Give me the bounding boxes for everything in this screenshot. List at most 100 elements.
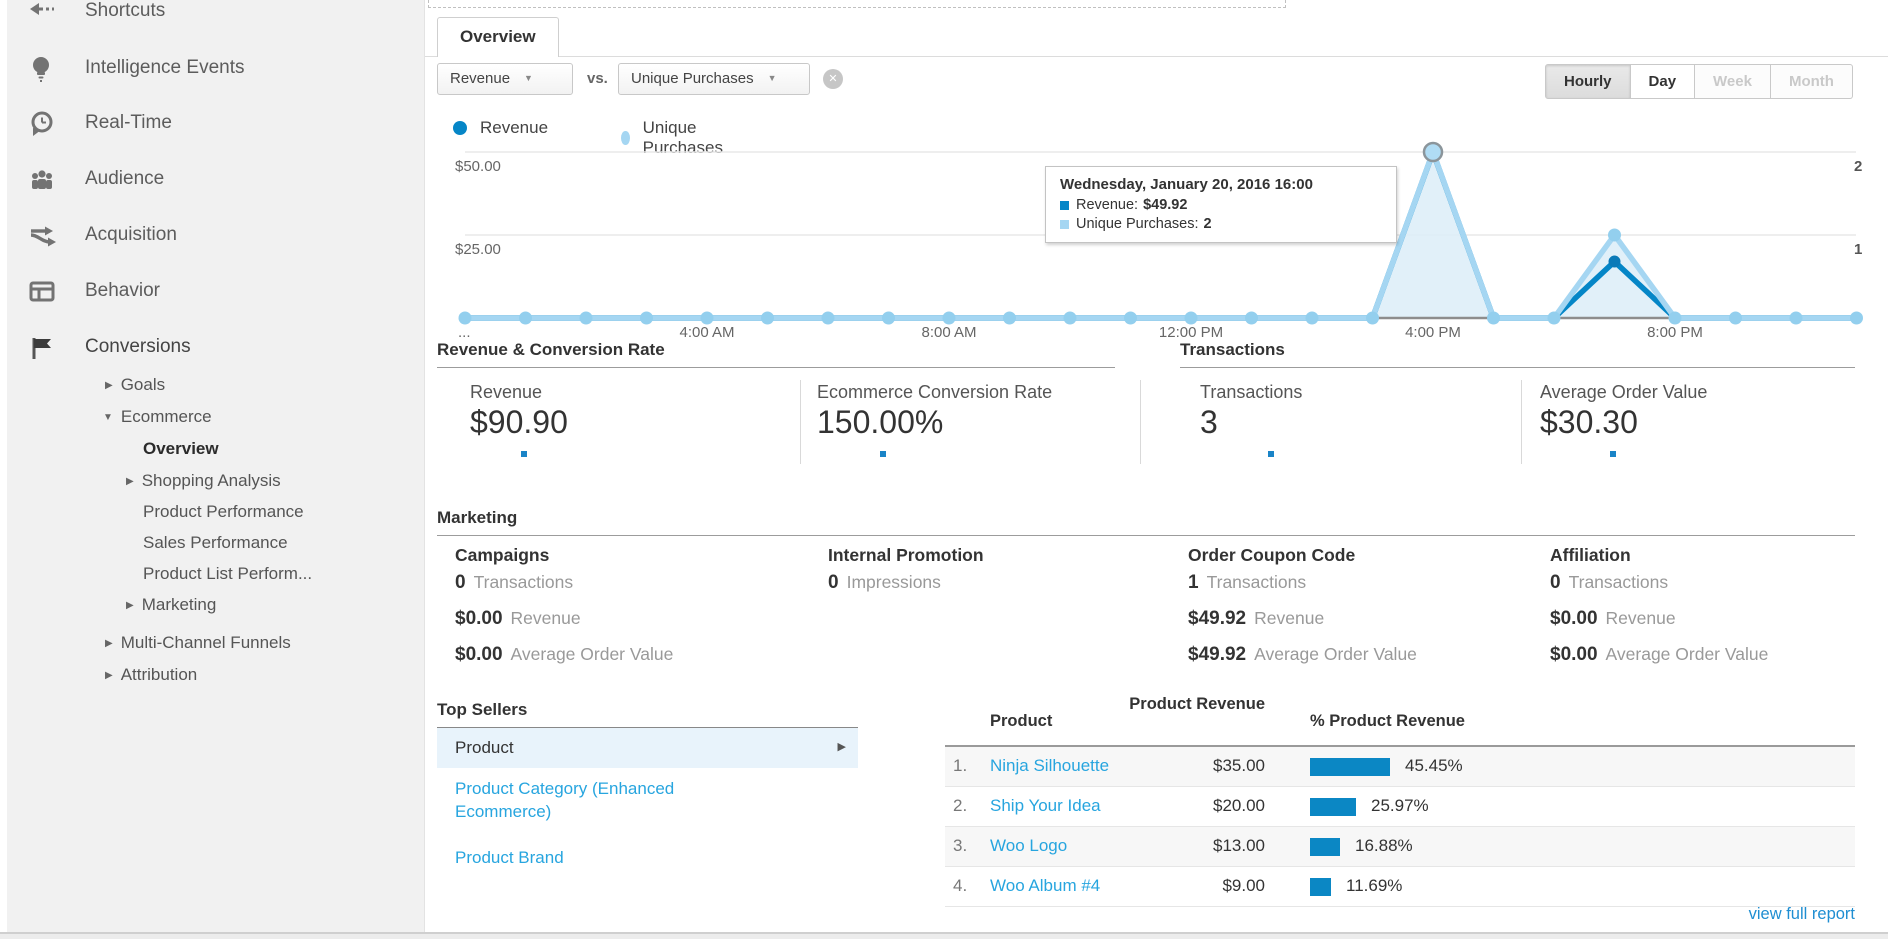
marketing-col-title: Order Coupon Code (1188, 545, 1356, 565)
sidebar-item-marketing[interactable]: ▶ Marketing (126, 595, 216, 615)
stat-number: $49.92 (1188, 608, 1247, 629)
stat-label: Transactions (1568, 572, 1669, 592)
conversions-flag-icon (28, 334, 56, 362)
sidebar-item-label: Behavior (85, 280, 160, 301)
timeframe-hourly-button[interactable]: Hourly (1545, 64, 1631, 99)
view-full-report-link[interactable]: view full report (1748, 905, 1855, 923)
row-rank: 1. (953, 756, 968, 775)
stat-label: Average Order Value (1254, 644, 1417, 664)
chevron-right-icon: ▶ (837, 741, 846, 753)
sidebar-item-overview[interactable]: Overview (143, 439, 219, 459)
sidebar-item-goals[interactable]: ▶ Goals (105, 375, 165, 395)
sidebar-item-label: Marketing (141, 595, 217, 614)
marketing-stat: $0.00 Revenue (455, 608, 581, 630)
product-link[interactable]: Woo Album #4 (990, 876, 1101, 895)
pct-revenue-bar (1310, 878, 1331, 896)
top-sellers-item-product[interactable]: Product ▶ (437, 728, 858, 768)
revenue-swatch-icon (1060, 200, 1069, 210)
product-link[interactable]: Ship Your Idea (990, 796, 1101, 815)
marketing-col-title: Affiliation (1550, 545, 1631, 565)
tab-bottom-rule (425, 56, 1888, 57)
y-axis-tick-left: $25.00 (455, 241, 501, 258)
section-heading-top-sellers: Top Sellers (437, 700, 858, 728)
sidebar-item-product-performance[interactable]: Product Performance (143, 502, 304, 522)
stat-label: Average Order Value (1605, 644, 1769, 664)
chevron-down-icon: ▼ (103, 412, 113, 423)
stat-number: $49.92 (1188, 644, 1247, 665)
product-link[interactable]: Ninja Silhouette (990, 756, 1110, 775)
sidebar-item-real-time[interactable]: Real-Time (0, 108, 425, 142)
sidebar-item-ecommerce[interactable]: ▼ Ecommerce (103, 407, 212, 427)
report-content: Overview Revenue ▼ vs. Unique Purchases ▼ … (425, 0, 1888, 932)
stat-number: 0 (455, 572, 466, 593)
timeframe-month-button[interactable]: Month (1770, 64, 1853, 99)
tooltip-label: Revenue: (1076, 197, 1139, 213)
top-sellers-item-product-brand[interactable]: Product Brand (455, 848, 564, 867)
primary-metric-select[interactable]: Revenue ▼ (437, 63, 573, 95)
remove-comparison-button[interactable]: ✕ (823, 69, 843, 89)
marketing-col-title: Campaigns (455, 545, 550, 565)
stat-label: Transactions (473, 572, 574, 592)
sidebar-item-label: Overview (143, 439, 219, 458)
marketing-stat: $49.92 Revenue (1188, 608, 1324, 630)
table-header-pct-product-revenue[interactable]: % Product Revenue (1310, 712, 1465, 730)
marketing-col-title: Internal Promotion (828, 545, 984, 565)
sidebar-item-behavior[interactable]: Behavior (0, 276, 425, 310)
sidebar-item-acquisition[interactable]: Acquisition (0, 220, 425, 254)
sidebar-item-product-list-performance[interactable]: Product List Perform... (143, 564, 312, 584)
sidebar-item-multi-channel-funnels[interactable]: ▶ Multi-Channel Funnels (105, 633, 291, 653)
pct-revenue-value: 11.69% (1346, 876, 1403, 895)
timeframe-day-button[interactable]: Day (1630, 64, 1696, 99)
sidebar-left-edge (0, 0, 7, 932)
legend-item-revenue: Revenue (453, 118, 548, 138)
product-link[interactable]: Woo Logo (990, 836, 1068, 855)
shortcuts-icon (28, 0, 56, 26)
table-row: 4. Woo Album #4 $9.00 11.69% (945, 867, 1855, 907)
x-axis-tick-label: 8:00 PM (1647, 324, 1703, 341)
sidebar-item-conversions[interactable]: Conversions (0, 332, 425, 366)
sidebar-item-label: Product List Perform... (143, 564, 313, 583)
sidebar-item-attribution[interactable]: ▶ Attribution (105, 665, 197, 685)
sidebar-item-shortcuts[interactable]: Shortcuts (0, 0, 425, 30)
stat-number: 0 (1550, 572, 1561, 593)
sidebar-item-intelligence-events[interactable]: Intelligence Events (0, 53, 425, 87)
sidebar-item-label: Acquisition (85, 224, 177, 245)
x-axis-tick-label: 12:00 PM (1158, 324, 1224, 341)
marketing-stat: $49.92 Average Order Value (1188, 644, 1417, 666)
chevron-right-icon: ▶ (105, 670, 113, 681)
table-header-product[interactable]: Product (990, 712, 1053, 730)
pct-revenue-value: 25.97% (1371, 796, 1429, 815)
tooltip-value: $49.92 (1143, 197, 1188, 213)
unique-purchases-series-dot-icon (621, 131, 630, 145)
stat-label: Average Order Value (510, 644, 674, 664)
tooltip-value: 2 (1203, 216, 1212, 232)
top-sellers-item-label: Product (455, 738, 514, 757)
table-header-product-revenue[interactable]: Product Revenue (1129, 695, 1265, 713)
pct-revenue-bar (1310, 758, 1390, 776)
product-revenue-value: $35.00 (1213, 756, 1265, 775)
secondary-metric-select[interactable]: Unique Purchases ▼ (618, 63, 810, 95)
product-revenue-value: $13.00 (1213, 836, 1265, 855)
sidebar-item-sales-performance[interactable]: Sales Performance (143, 533, 288, 553)
timeframe-week-button[interactable]: Week (1695, 64, 1771, 99)
tooltip-label: Unique Purchases: (1076, 216, 1199, 232)
marketing-stat: 0 Transactions (455, 572, 573, 594)
sidebar-item-shopping-analysis[interactable]: ▶ Shopping Analysis (126, 471, 281, 491)
top-sellers-item-product-category[interactable]: Product Category (Enhanced Ecommerce) (455, 779, 675, 821)
stat-number: 0 (828, 572, 839, 593)
chevron-right-icon: ▶ (126, 600, 134, 611)
chevron-right-icon: ▶ (105, 638, 113, 649)
sidebar-item-audience[interactable]: Audience (0, 164, 425, 198)
sidebar-item-label: Intelligence Events (85, 57, 245, 78)
sparkline-dot (1268, 451, 1274, 457)
timeframe-button-group: Hourly Day Week Month (1545, 64, 1853, 99)
tab-overview[interactable]: Overview (437, 17, 559, 57)
marketing-stat: $0.00 Revenue (1550, 608, 1676, 630)
sidebar-item-label: Ecommerce (120, 407, 212, 426)
section-divider (1140, 380, 1141, 464)
audience-icon (28, 166, 56, 194)
product-revenue-value: $9.00 (1222, 876, 1265, 895)
vs-label: vs. (587, 70, 608, 87)
pct-revenue-value: 16.88% (1355, 836, 1413, 855)
card-label: Ecommerce Conversion Rate (817, 382, 1053, 402)
